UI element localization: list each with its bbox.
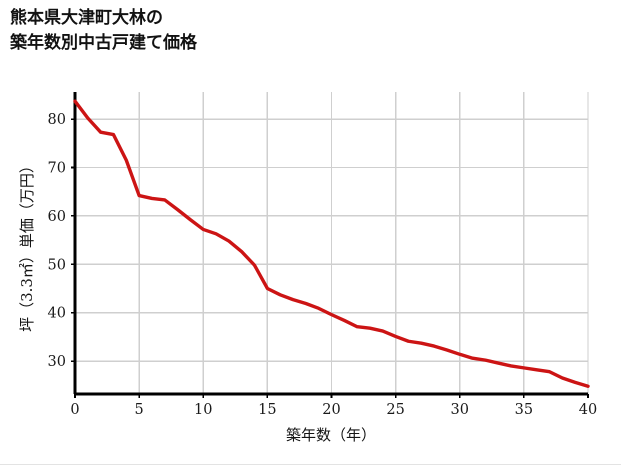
chart-title-line1: 熊本県大津町大林の (10, 8, 163, 27)
y-tick-label: 60 (48, 209, 66, 225)
y-tick-label: 70 (48, 161, 66, 177)
tickmarks-group (71, 118, 589, 398)
y-tick-label: 40 (48, 306, 66, 322)
y-tick-label: 50 (48, 257, 66, 273)
y-tick-label: 30 (48, 354, 66, 370)
x-tick-label: 40 (579, 402, 597, 418)
x-tick-label: 15 (258, 402, 276, 418)
y-tick-labels-group: 30 40 50 60 70 80 (48, 112, 66, 370)
data-series-line (73, 99, 590, 388)
chart-title: 熊本県大津町大林の 築年数別中古戸建て価格 (10, 6, 510, 55)
x-tick-label: 20 (322, 402, 340, 418)
y-tick-label: 80 (48, 112, 66, 128)
x-gridlines-group (138, 92, 589, 394)
x-tick-label: 10 (194, 402, 212, 418)
x-tick-label: 35 (515, 402, 533, 418)
chart-title-line2: 築年数別中古戸建て価格 (10, 32, 197, 52)
y-axis-title: 坪（3.3㎡）単価（万円） (18, 158, 36, 332)
x-tick-label: 30 (451, 402, 469, 418)
x-tick-label: 25 (386, 402, 404, 418)
x-tick-label: 0 (70, 402, 79, 418)
x-axis-title: 築年数（年） (286, 426, 376, 444)
x-tick-label: 5 (135, 402, 144, 418)
x-tick-labels-group: 0 5 10 15 20 25 30 35 40 (70, 402, 597, 418)
